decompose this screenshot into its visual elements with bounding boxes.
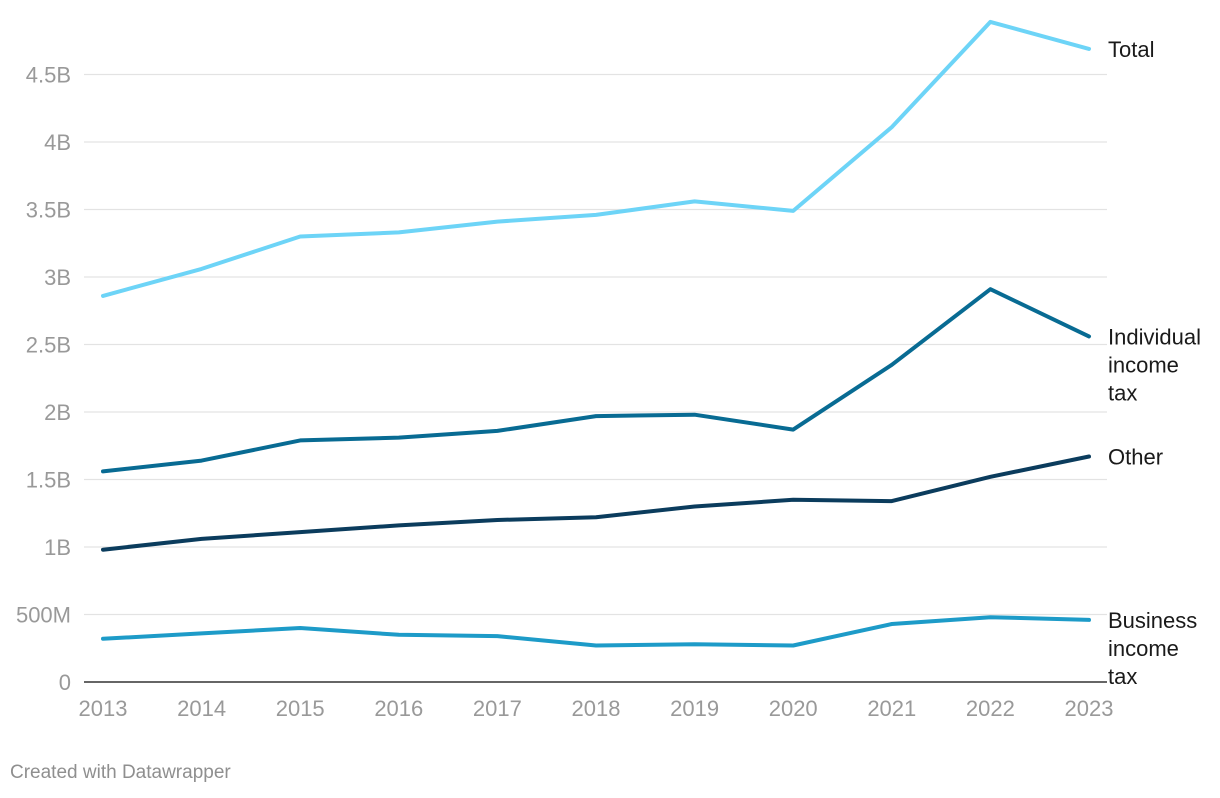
series-label: Other: [1108, 445, 1163, 470]
x-tick-label: 2013: [79, 696, 128, 721]
gridlines: [84, 73, 1107, 616]
y-tick-label: 4B: [44, 130, 71, 155]
y-tick-label: 1.5B: [26, 468, 71, 493]
series-label: Business: [1108, 608, 1197, 633]
x-tick-label: 2015: [276, 696, 325, 721]
y-tick-label: 3.5B: [26, 198, 71, 223]
x-tick-label: 2021: [867, 696, 916, 721]
y-axis-ticks: 0 500M 1B 1.5B 2B 2.5B 3B 3.5B 4B 4.5B: [16, 63, 71, 696]
series-label: income: [1108, 636, 1179, 661]
credit-text: Created with Datawrapper: [10, 762, 231, 783]
y-tick-label: 0: [59, 670, 71, 695]
x-tick-label: 2019: [670, 696, 719, 721]
x-tick-label: 2020: [769, 696, 818, 721]
y-tick-label: 2.5B: [26, 333, 71, 358]
x-tick-label: 2017: [473, 696, 522, 721]
series-line-total: [101, 19, 1091, 298]
series-labels: Total Individual income tax Other Business inc…: [1108, 37, 1201, 689]
series-line-individual-income-tax: [101, 287, 1091, 474]
x-tick-label: 2018: [572, 696, 621, 721]
x-tick-label: 2022: [966, 696, 1015, 721]
x-tick-label: 2023: [1065, 696, 1114, 721]
series-line-business-income-tax: [101, 615, 1091, 648]
x-tick-label: 2016: [374, 696, 423, 721]
y-tick-label: 3B: [44, 265, 71, 290]
y-tick-label: 2B: [44, 400, 71, 425]
x-axis-ticks: 2013 2014 2015 2016 2017 2018 2019 2020 2021 2022…: [79, 696, 1114, 721]
series-lines: [101, 19, 1091, 648]
series-label: income: [1108, 352, 1179, 377]
x-tick-label: 2014: [177, 696, 226, 721]
y-tick-label: 4.5B: [26, 63, 71, 88]
series-label: Total: [1108, 37, 1154, 62]
series-line-other: [101, 454, 1091, 552]
series-label: tax: [1108, 664, 1137, 689]
series-label: tax: [1108, 380, 1137, 405]
y-tick-label: 1B: [44, 535, 71, 560]
y-tick-label: 500M: [16, 603, 71, 628]
series-label: Individual: [1108, 324, 1201, 349]
